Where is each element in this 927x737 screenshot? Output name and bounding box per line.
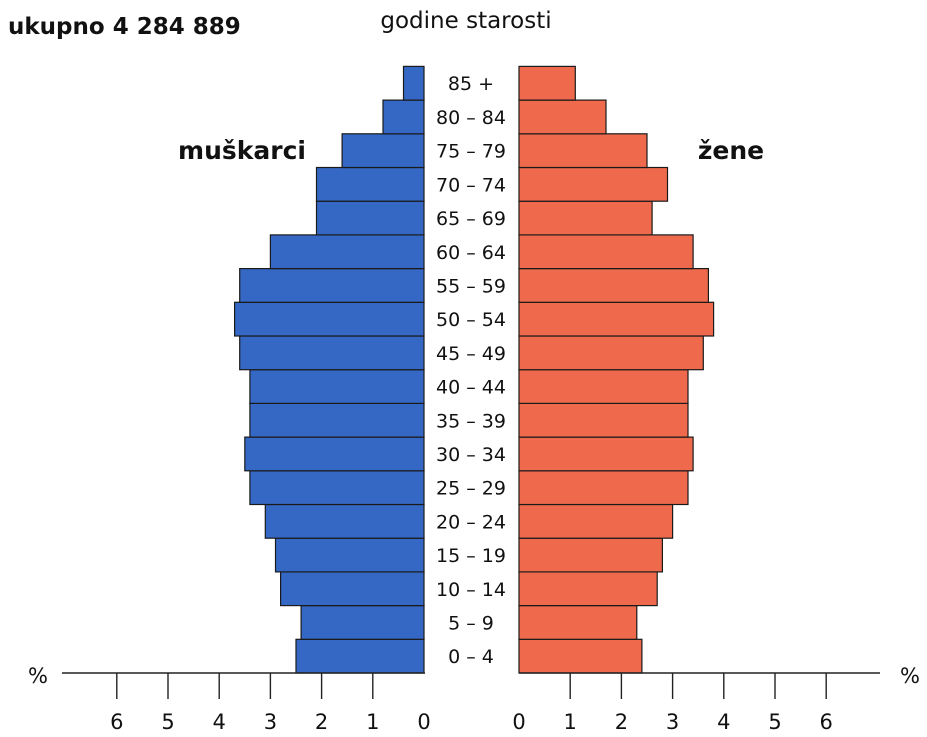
female-bar-14	[518, 166, 669, 202]
male-bar-17	[402, 65, 425, 101]
age-group-label: 35 – 39	[436, 410, 506, 432]
female-axis-tick-label: 0	[512, 710, 525, 734]
male-axis-tick-label: 6	[110, 710, 123, 734]
female-series-label: žene	[698, 136, 764, 165]
female-bar-4	[518, 503, 674, 539]
age-group-label: 25 – 29	[436, 478, 506, 500]
age-group-label: 65 – 69	[436, 208, 506, 230]
female-bar-10	[518, 301, 715, 337]
male-bar-7	[249, 402, 425, 438]
age-group-label: 15 – 19	[436, 545, 506, 567]
female-bar-11	[518, 268, 709, 303]
age-group-label: 10 – 14	[436, 579, 506, 601]
female-axis-ticks: 0 1 2 3 4 5 6	[512, 673, 833, 734]
male-bar-4	[264, 503, 425, 539]
male-series-label: muškarci	[178, 136, 306, 165]
male-axis-tick-label: 2	[315, 710, 328, 734]
female-bar-7	[518, 402, 689, 438]
male-bar-10	[234, 301, 425, 337]
female-bar-17	[518, 65, 576, 101]
male-bar-8	[249, 369, 425, 405]
female-bar-15	[518, 133, 648, 169]
male-axis-tick-label: 5	[161, 710, 174, 734]
male-axis-tick-label: 0	[417, 710, 430, 734]
male-bar-15	[341, 133, 425, 169]
male-axis-ticks: 6 5 4 3 2 1 0	[110, 673, 431, 734]
age-group-label: 85 +	[448, 73, 494, 95]
female-axis-tick-label: 6	[820, 710, 833, 734]
female-bar-12	[518, 234, 694, 270]
female-bar-8	[518, 369, 689, 405]
female-axis-tick-label: 4	[717, 710, 730, 734]
male-axis-tick-label: 1	[366, 710, 379, 734]
female-axis-tick-label: 5	[768, 710, 781, 734]
age-group-label: 80 – 84	[436, 107, 506, 129]
male-axis-tick-label: 3	[264, 710, 277, 734]
male-bar-0	[295, 638, 425, 674]
total-population-label: ukupno 4 284 889	[8, 14, 241, 40]
male-bar-16	[382, 99, 425, 135]
male-bar-6	[244, 436, 425, 472]
male-bar-2	[280, 571, 425, 607]
age-group-label: 40 – 44	[436, 377, 506, 399]
age-group-label: 70 – 74	[436, 174, 506, 196]
female-bar-3	[518, 537, 663, 573]
female-bar-9	[518, 335, 704, 371]
male-bar-12	[269, 234, 425, 270]
right-unit-label: %	[900, 664, 920, 688]
male-bar-11	[239, 268, 425, 303]
female-bars	[518, 65, 715, 674]
female-bar-16	[518, 99, 607, 135]
female-bar-1	[518, 604, 638, 640]
age-group-label: 50 – 54	[436, 309, 506, 331]
male-bar-9	[239, 335, 425, 371]
female-bar-0	[518, 638, 643, 674]
female-bar-2	[518, 571, 658, 607]
male-bar-14	[315, 166, 425, 202]
male-axis-tick-label: 4	[213, 710, 226, 734]
age-group-label: 0 – 4	[448, 646, 494, 668]
age-group-label: 30 – 34	[436, 444, 506, 466]
male-bar-13	[315, 200, 425, 236]
age-group-label: 5 – 9	[448, 613, 494, 635]
age-group-label: 45 – 49	[436, 343, 506, 365]
age-group-label: 60 – 64	[436, 242, 506, 264]
male-bar-1	[300, 604, 425, 640]
female-axis-tick-label: 1	[564, 710, 577, 734]
age-group-label: 75 – 79	[436, 141, 506, 163]
male-bar-5	[249, 470, 425, 506]
female-bar-13	[518, 200, 653, 236]
left-unit-label: %	[28, 664, 48, 688]
female-bar-6	[518, 436, 694, 472]
age-group-label: 20 – 24	[436, 511, 506, 533]
female-axis-tick-label: 2	[615, 710, 628, 734]
male-bars	[234, 65, 425, 674]
age-axis-title: godine starosti	[380, 8, 551, 34]
female-axis-tick-label: 3	[666, 710, 679, 734]
age-group-labels: 0 – 4 5 – 9 10 – 14 15 – 19 20 – 24 25 – 29 30…	[436, 73, 506, 668]
male-bar-3	[274, 537, 425, 573]
female-bar-5	[518, 470, 689, 506]
age-group-label: 55 – 59	[436, 275, 506, 297]
